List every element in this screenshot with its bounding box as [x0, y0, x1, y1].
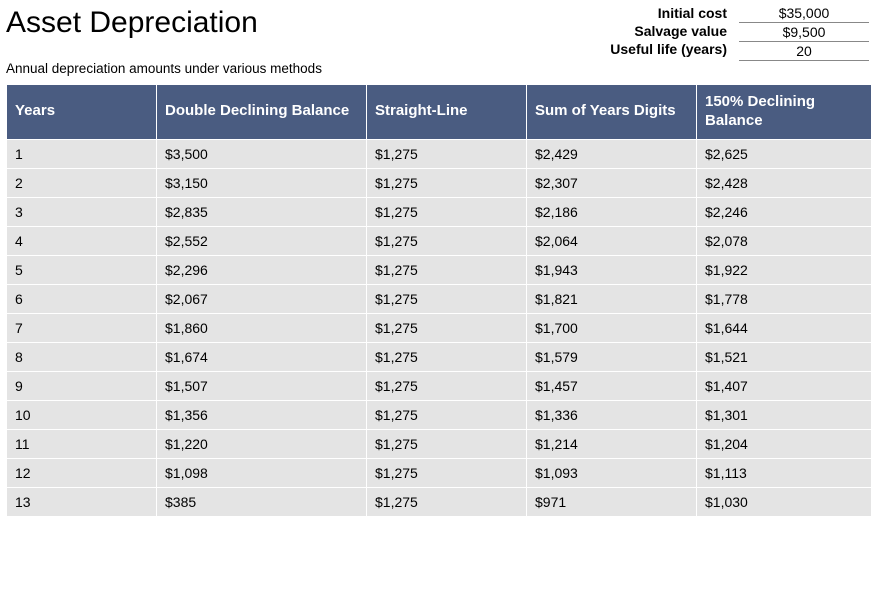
table-cell[interactable]: $2,429 [527, 139, 697, 168]
table-row: 2$3,150$1,275$2,307$2,428 [7, 168, 872, 197]
table-cell[interactable]: $1,275 [367, 342, 527, 371]
table-cell[interactable]: $1,275 [367, 197, 527, 226]
table-cell[interactable]: $2,835 [157, 197, 367, 226]
params-values: $35,000 $9,500 20 [739, 4, 869, 61]
table-cell[interactable]: 8 [7, 342, 157, 371]
table-cell[interactable]: 2 [7, 168, 157, 197]
salvage-value-input[interactable]: $9,500 [739, 23, 869, 42]
table-cell[interactable]: $1,275 [367, 255, 527, 284]
table-row: 4$2,552$1,275$2,064$2,078 [7, 226, 872, 255]
table-cell[interactable]: $1,098 [157, 458, 367, 487]
table-cell[interactable]: $1,579 [527, 342, 697, 371]
table-cell[interactable]: $1,030 [697, 487, 872, 516]
table-cell[interactable]: $2,186 [527, 197, 697, 226]
useful-life-label: Useful life (years) [608, 40, 729, 58]
col-header-years: Years [7, 85, 157, 140]
table-cell[interactable]: $385 [157, 487, 367, 516]
table-cell[interactable]: $1,093 [527, 458, 697, 487]
table-row: 8$1,674$1,275$1,579$1,521 [7, 342, 872, 371]
table-cell[interactable]: $1,674 [157, 342, 367, 371]
table-cell[interactable]: $3,150 [157, 168, 367, 197]
col-header-sl: Straight-Line [367, 85, 527, 140]
table-cell[interactable]: 3 [7, 197, 157, 226]
initial-cost-input[interactable]: $35,000 [739, 4, 869, 23]
table-cell[interactable]: $1,457 [527, 371, 697, 400]
table-cell[interactable]: $1,943 [527, 255, 697, 284]
table-cell[interactable]: 1 [7, 139, 157, 168]
table-cell[interactable]: $1,521 [697, 342, 872, 371]
page-subtitle: Annual depreciation amounts under variou… [6, 61, 598, 84]
table-cell[interactable]: $1,275 [367, 487, 527, 516]
table-row: 1$3,500$1,275$2,429$2,625 [7, 139, 872, 168]
table-cell[interactable]: $1,220 [157, 429, 367, 458]
useful-life-input[interactable]: 20 [739, 42, 869, 61]
table-cell[interactable]: $1,407 [697, 371, 872, 400]
table-cell[interactable]: $1,275 [367, 429, 527, 458]
table-cell[interactable]: $1,113 [697, 458, 872, 487]
table-cell[interactable]: $2,307 [527, 168, 697, 197]
table-row: 7$1,860$1,275$1,700$1,644 [7, 313, 872, 342]
table-cell[interactable]: 4 [7, 226, 157, 255]
table-row: 11$1,220$1,275$1,214$1,204 [7, 429, 872, 458]
table-cell[interactable]: $3,500 [157, 139, 367, 168]
table-cell[interactable]: 5 [7, 255, 157, 284]
table-cell[interactable]: $1,922 [697, 255, 872, 284]
table-cell[interactable]: $2,064 [527, 226, 697, 255]
table-row: 9$1,507$1,275$1,457$1,407 [7, 371, 872, 400]
table-cell[interactable]: $971 [527, 487, 697, 516]
table-cell[interactable]: $1,275 [367, 168, 527, 197]
page-title: Asset Depreciation [6, 4, 598, 39]
table-cell[interactable]: $1,301 [697, 400, 872, 429]
table-cell[interactable]: $1,821 [527, 284, 697, 313]
col-header-150db: 150% Declining Balance [697, 85, 872, 140]
salvage-value-label: Salvage value [608, 22, 729, 40]
table-cell[interactable]: $1,860 [157, 313, 367, 342]
table-cell[interactable]: 11 [7, 429, 157, 458]
table-header-row: Years Double Declining Balance Straight-… [7, 85, 872, 140]
table-cell[interactable]: $1,275 [367, 226, 527, 255]
table-cell[interactable]: 13 [7, 487, 157, 516]
table-row: 6$2,067$1,275$1,821$1,778 [7, 284, 872, 313]
table-cell[interactable]: $2,552 [157, 226, 367, 255]
table-cell[interactable]: 6 [7, 284, 157, 313]
table-cell[interactable]: $1,214 [527, 429, 697, 458]
table-cell[interactable]: $1,204 [697, 429, 872, 458]
table-cell[interactable]: 9 [7, 371, 157, 400]
col-header-syd: Sum of Years Digits [527, 85, 697, 140]
table-cell[interactable]: $1,275 [367, 139, 527, 168]
table-row: 10$1,356$1,275$1,336$1,301 [7, 400, 872, 429]
params-labels: Initial cost Salvage value Useful life (… [608, 4, 729, 58]
table-cell[interactable]: 10 [7, 400, 157, 429]
table-cell[interactable]: $2,428 [697, 168, 872, 197]
table-row: 13$385$1,275$971$1,030 [7, 487, 872, 516]
table-cell[interactable]: 7 [7, 313, 157, 342]
table-cell[interactable]: $1,778 [697, 284, 872, 313]
table-cell[interactable]: $1,644 [697, 313, 872, 342]
table-cell[interactable]: $1,700 [527, 313, 697, 342]
initial-cost-label: Initial cost [608, 4, 729, 22]
table-cell[interactable]: $1,275 [367, 400, 527, 429]
depreciation-table: Years Double Declining Balance Straight-… [6, 84, 872, 517]
table-cell[interactable]: $1,275 [367, 284, 527, 313]
table-row: 12$1,098$1,275$1,093$1,113 [7, 458, 872, 487]
table-cell[interactable]: 12 [7, 458, 157, 487]
table-cell[interactable]: $1,275 [367, 371, 527, 400]
table-row: 3$2,835$1,275$2,186$2,246 [7, 197, 872, 226]
table-cell[interactable]: $1,336 [527, 400, 697, 429]
table-cell[interactable]: $1,507 [157, 371, 367, 400]
table-cell[interactable]: $2,296 [157, 255, 367, 284]
table-cell[interactable]: $1,356 [157, 400, 367, 429]
table-cell[interactable]: $1,275 [367, 313, 527, 342]
table-cell[interactable]: $2,067 [157, 284, 367, 313]
table-cell[interactable]: $2,625 [697, 139, 872, 168]
col-header-ddb: Double Declining Balance [157, 85, 367, 140]
table-cell[interactable]: $1,275 [367, 458, 527, 487]
table-cell[interactable]: $2,078 [697, 226, 872, 255]
table-row: 5$2,296$1,275$1,943$1,922 [7, 255, 872, 284]
table-cell[interactable]: $2,246 [697, 197, 872, 226]
